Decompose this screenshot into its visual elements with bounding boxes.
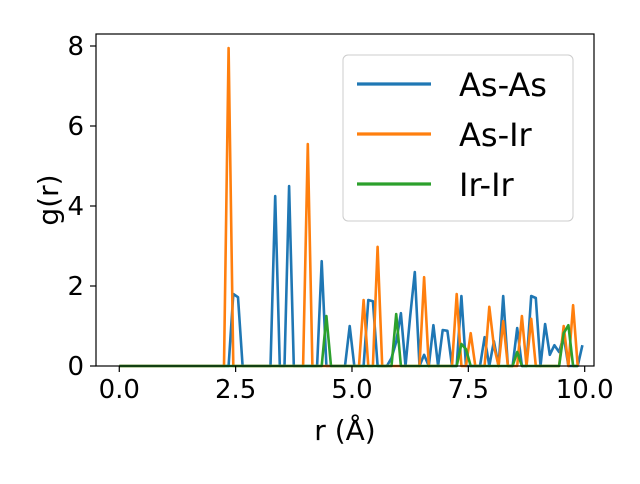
legend: As-As As-Ir Ir-Ir (342, 54, 574, 222)
series-line-as-as (119, 184, 584, 368)
y-tick-label: 8 (67, 32, 84, 62)
x-tick-label: 10.0 (556, 375, 614, 405)
legend-label-as-as: As-As (459, 66, 547, 104)
legend-label-as-ir: As-Ir (459, 116, 533, 154)
x-tick-label: 7.5 (448, 375, 489, 405)
y-tick-label: 4 (67, 192, 84, 222)
y-tick-label: 0 (67, 352, 84, 382)
x-tick-label: 2.5 (215, 375, 256, 405)
y-tick-label: 2 (67, 272, 84, 302)
x-tick-label: 0.0 (99, 375, 140, 405)
legend-box (342, 54, 574, 222)
y-axis: 0 2 4 6 8 (67, 32, 96, 382)
x-axis-title: r (Å) (314, 413, 375, 447)
y-tick-label: 6 (67, 112, 84, 142)
x-axis: 0.0 2.5 5.0 7.5 10.0 (99, 366, 614, 405)
y-axis-title: g(r) (32, 174, 65, 225)
plot-frame (95, 33, 595, 367)
legend-label-ir-ir: Ir-Ir (459, 166, 515, 204)
x-tick-label: 5.0 (331, 375, 372, 405)
